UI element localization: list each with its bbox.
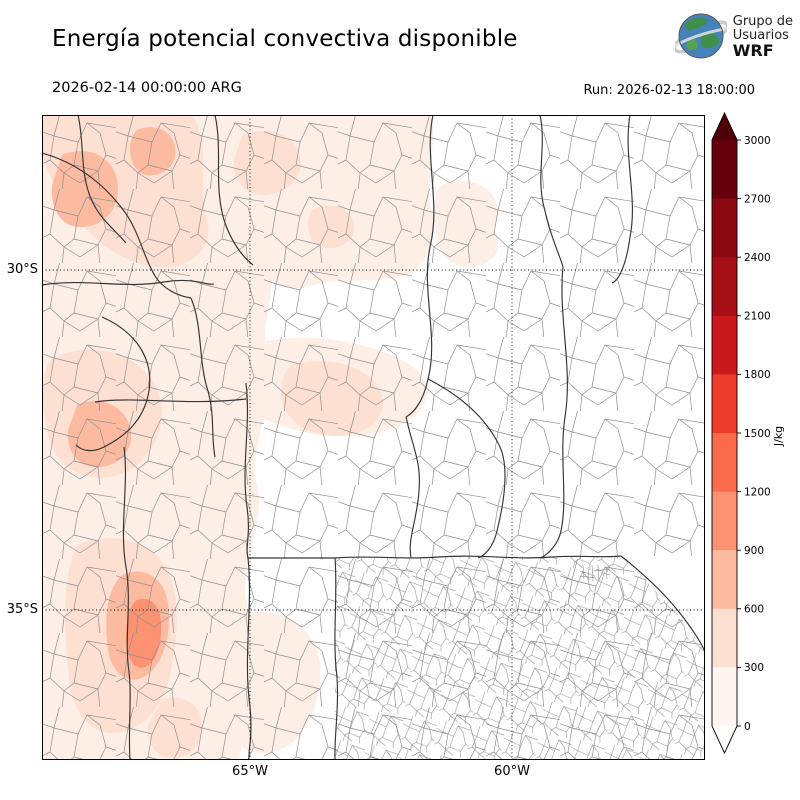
cbar-tick-2100: 2100 bbox=[744, 311, 771, 323]
colorbar-seg-2400-2700 bbox=[712, 198, 737, 258]
colorbar-seg-2700-3000 bbox=[712, 140, 737, 199]
colorbar-seg-300-600 bbox=[712, 608, 737, 668]
cbar-tick-900: 900 bbox=[744, 545, 764, 557]
cape-map bbox=[41, 114, 706, 761]
cbar-tick-0: 0 bbox=[744, 721, 751, 733]
cbar-tick-1800: 1800 bbox=[744, 369, 771, 381]
cape-map-figure bbox=[41, 114, 706, 761]
y-tick-30s: 30°S bbox=[6, 262, 38, 277]
wrf-globe-icon bbox=[674, 13, 727, 59]
logo-line-1: Grupo de bbox=[732, 13, 793, 29]
wrf-logo: Grupo de Usuarios WRF bbox=[674, 10, 793, 62]
cbar-tick-600: 600 bbox=[744, 604, 764, 616]
colorbar: 3000 2700 2400 2100 1800 1500 1200 900 6… bbox=[710, 111, 798, 778]
wrf-logo-text: Grupo de Usuarios WRF bbox=[732, 13, 793, 60]
y-tick-35s: 35°S bbox=[6, 602, 38, 617]
colorbar-unit-label: J/kg bbox=[772, 426, 785, 447]
buenos-aires-partidos bbox=[335, 556, 705, 760]
graticule-layer bbox=[42, 115, 705, 760]
colorbar-tick-marks bbox=[737, 139, 741, 727]
run-time-label: Run: 2026-02-13 18:00:00 bbox=[583, 83, 755, 98]
logo-line-2: Usuarios bbox=[732, 27, 789, 43]
colorbar-seg-0-300 bbox=[712, 667, 737, 726]
colorbar-seg-900-1200 bbox=[712, 491, 737, 551]
metro-area-cluster bbox=[579, 564, 611, 582]
colorbar-over-arrow bbox=[712, 113, 737, 140]
map-frame bbox=[42, 115, 705, 760]
province-boundaries-layer bbox=[41, 114, 706, 761]
colorbar-seg-600-900 bbox=[712, 550, 737, 610]
x-tick-65w: 65°W bbox=[232, 764, 268, 779]
cbar-tick-300: 300 bbox=[744, 662, 764, 674]
x-tick-60w: 60°W bbox=[494, 764, 530, 779]
colorbar-seg-1800-2100 bbox=[712, 315, 737, 375]
colorbar-seg-2100-2400 bbox=[712, 257, 737, 317]
colorbar-tick-labels: 3000 2700 2400 2100 1800 1500 1200 900 6… bbox=[744, 135, 771, 733]
logo-line-3: WRF bbox=[732, 40, 774, 60]
rio-de-la-plata bbox=[621, 556, 705, 651]
cbar-tick-2400: 2400 bbox=[744, 252, 771, 264]
valid-time-label: 2026-02-14 00:00:00 ARG bbox=[52, 80, 242, 96]
colorbar-under-arrow bbox=[712, 726, 737, 753]
cbar-tick-1500: 1500 bbox=[744, 428, 771, 440]
cbar-tick-1200: 1200 bbox=[744, 486, 771, 498]
colorbar-seg-1500-1800 bbox=[712, 374, 737, 434]
colorbar-svg: 3000 2700 2400 2100 1800 1500 1200 900 6… bbox=[711, 111, 785, 755]
colorbar-seg-1200-1500 bbox=[712, 433, 737, 492]
cbar-tick-2700: 2700 bbox=[744, 193, 771, 205]
page-title: Energía potencial convectiva disponible bbox=[52, 26, 518, 52]
cbar-tick-3000: 3000 bbox=[744, 135, 771, 147]
